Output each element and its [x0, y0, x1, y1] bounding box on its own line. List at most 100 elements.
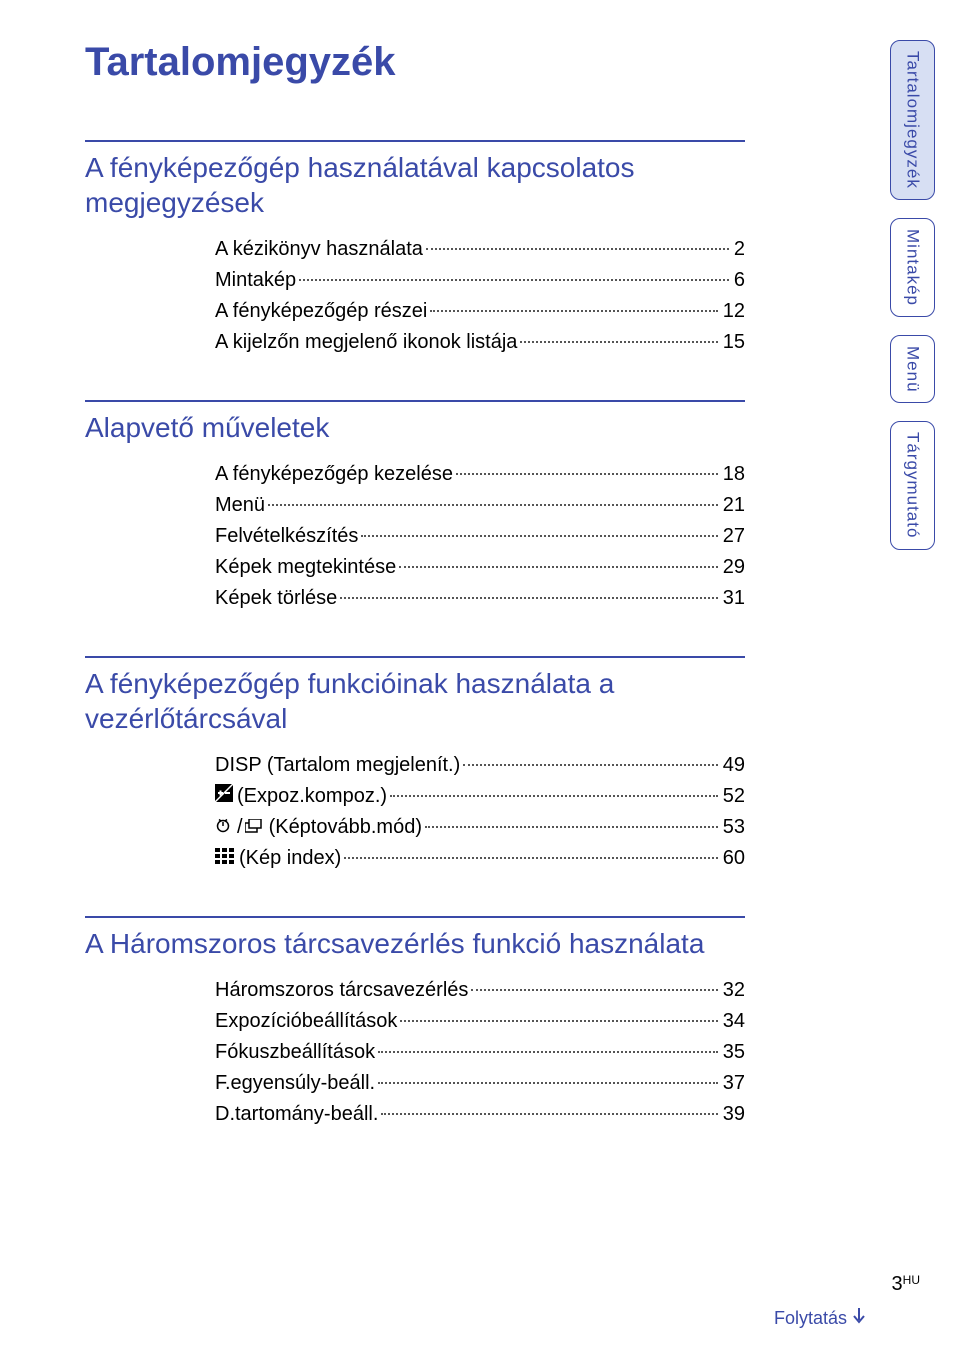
tab-sample[interactable]: Mintakép [890, 218, 935, 317]
image-index-icon [215, 848, 235, 864]
toc-item[interactable]: Felvételkészítés 27 [215, 521, 745, 552]
toc-label-text: (Képtovább.mód) [269, 812, 422, 843]
section-heading[interactable]: Alapvető műveletek [85, 410, 785, 445]
section-heading[interactable]: A fényképezőgép funkcióinak használata a… [85, 666, 785, 736]
toc-label: A fényképezőgép részei [215, 296, 427, 327]
toc-item[interactable]: Mintakép 6 [215, 265, 745, 296]
tab-index[interactable]: Tárgymutató [890, 421, 935, 549]
slash-separator: / [237, 812, 243, 843]
toc-dots [520, 341, 717, 343]
exposure-comp-icon [215, 784, 233, 802]
toc-page: 49 [721, 750, 745, 781]
toc-item[interactable]: Háromszoros tárcsavezérlés 32 [215, 975, 745, 1006]
toc-page: 34 [721, 1006, 745, 1037]
toc-dots [430, 310, 717, 312]
toc-label: Menü [215, 490, 265, 521]
toc-dots [400, 1020, 717, 1022]
toc-label: A kézikönyv használata [215, 234, 423, 265]
toc-label: A kijelzőn megjelenő ikonok listája [215, 327, 517, 358]
self-timer-icon [215, 817, 231, 833]
toc-label: F.egyensúly-beáll. [215, 1068, 375, 1099]
toc-dots [426, 248, 729, 250]
toc-dots [471, 989, 717, 991]
tab-label: Menü [903, 346, 923, 393]
toc-label: Fókuszbeállítások [215, 1037, 375, 1068]
toc-item[interactable]: Expozícióbeállítások 34 [215, 1006, 745, 1037]
toc-item[interactable]: F.egyensúly-beáll. 37 [215, 1068, 745, 1099]
tab-label: Tartalomjegyzék [903, 51, 923, 189]
toc-item[interactable]: Fókuszbeállítások 35 [215, 1037, 745, 1068]
toc-label: Képek törlése [215, 583, 337, 614]
continue-link[interactable]: Folytatás [774, 1308, 865, 1329]
toc-item[interactable]: A fényképezőgép kezelése 18 [215, 459, 745, 490]
toc-page: 37 [721, 1068, 745, 1099]
section-functions: A fényképezőgép funkcióinak használata a… [85, 656, 785, 874]
toc-item[interactable]: / (Képtovább.mód) 53 [215, 812, 745, 843]
toc-item[interactable]: A kézikönyv használata 2 [215, 234, 745, 265]
tab-toc[interactable]: Tartalomjegyzék [890, 40, 935, 200]
section-heading[interactable]: A Háromszoros tárcsavezérlés funkció has… [85, 926, 785, 961]
toc-item[interactable]: Képek megtekintése 29 [215, 552, 745, 583]
toc-label: Háromszoros tárcsavezérlés [215, 975, 468, 1006]
toc-item[interactable]: A kijelzőn megjelenő ikonok listája 15 [215, 327, 745, 358]
toc-item[interactable]: (Kép index) 60 [215, 843, 745, 874]
toc-page: 12 [721, 296, 745, 327]
section-rule [85, 140, 745, 142]
toc-label-text: (Kép index) [239, 843, 341, 874]
toc-page: 32 [721, 975, 745, 1006]
page-title: Tartalomjegyzék [85, 40, 785, 85]
toc-dots [340, 597, 717, 599]
toc-page: 29 [721, 552, 745, 583]
continue-label: Folytatás [774, 1308, 847, 1329]
arrow-down-icon [853, 1308, 865, 1329]
tab-label: Mintakép [903, 229, 923, 306]
toc-page: 15 [721, 327, 745, 358]
toc-label: Mintakép [215, 265, 296, 296]
section-heading[interactable]: A fényképezőgép használatával kapcsolato… [85, 150, 785, 220]
toc-label: (Expoz.kompoz.) [215, 781, 387, 812]
toc-label: / (Képtovább.mód) [215, 812, 422, 843]
toc-item[interactable]: Képek törlése 31 [215, 583, 745, 614]
toc-label: (Kép index) [215, 843, 341, 874]
toc-item[interactable]: Menü 21 [215, 490, 745, 521]
toc-label: A fényképezőgép kezelése [215, 459, 453, 490]
toc-page: 21 [721, 490, 745, 521]
toc-page: 53 [721, 812, 745, 843]
side-tabs: Tartalomjegyzék Mintakép Menü Tárgymutat… [890, 40, 935, 550]
page-number: 3HU [892, 1273, 920, 1296]
toc-page: 6 [732, 265, 745, 296]
section-rule [85, 400, 745, 402]
toc-item[interactable]: (Expoz.kompoz.) 52 [215, 781, 745, 812]
toc-page: 52 [721, 781, 745, 812]
section-rule [85, 656, 745, 658]
tab-menu[interactable]: Menü [890, 335, 935, 404]
toc-dots [378, 1051, 718, 1053]
toc-label: Képek megtekintése [215, 552, 396, 583]
toc-dots [299, 279, 729, 281]
toc-dots [344, 857, 717, 859]
toc-item[interactable]: A fényképezőgép részei 12 [215, 296, 745, 327]
page-number-suffix: HU [903, 1273, 920, 1287]
toc-page: 18 [721, 459, 745, 490]
toc-dots [268, 504, 718, 506]
toc-dots [399, 566, 718, 568]
section-rule [85, 916, 745, 918]
section-triple-dial: A Háromszoros tárcsavezérlés funkció has… [85, 916, 785, 1130]
toc-label: Expozícióbeállítások [215, 1006, 397, 1037]
toc-dots [361, 535, 717, 537]
toc-label: Felvételkészítés [215, 521, 358, 552]
toc-item[interactable]: DISP (Tartalom megjelenít.) 49 [215, 750, 745, 781]
toc-dots [456, 473, 718, 475]
toc-item[interactable]: D.tartomány-beáll. 39 [215, 1099, 745, 1130]
toc-dots [381, 1113, 717, 1115]
toc-label: DISP (Tartalom megjelenít.) [215, 750, 460, 781]
toc-page: 39 [721, 1099, 745, 1130]
toc-dots [378, 1082, 718, 1084]
continuous-shoot-icon [245, 819, 265, 833]
page-number-value: 3 [892, 1273, 903, 1295]
toc-page: 2 [732, 234, 745, 265]
section-notes: A fényképezőgép használatával kapcsolato… [85, 140, 785, 358]
toc-dots [463, 764, 717, 766]
toc-label-text: (Expoz.kompoz.) [237, 781, 387, 812]
tab-label: Tárgymutató [903, 432, 923, 538]
